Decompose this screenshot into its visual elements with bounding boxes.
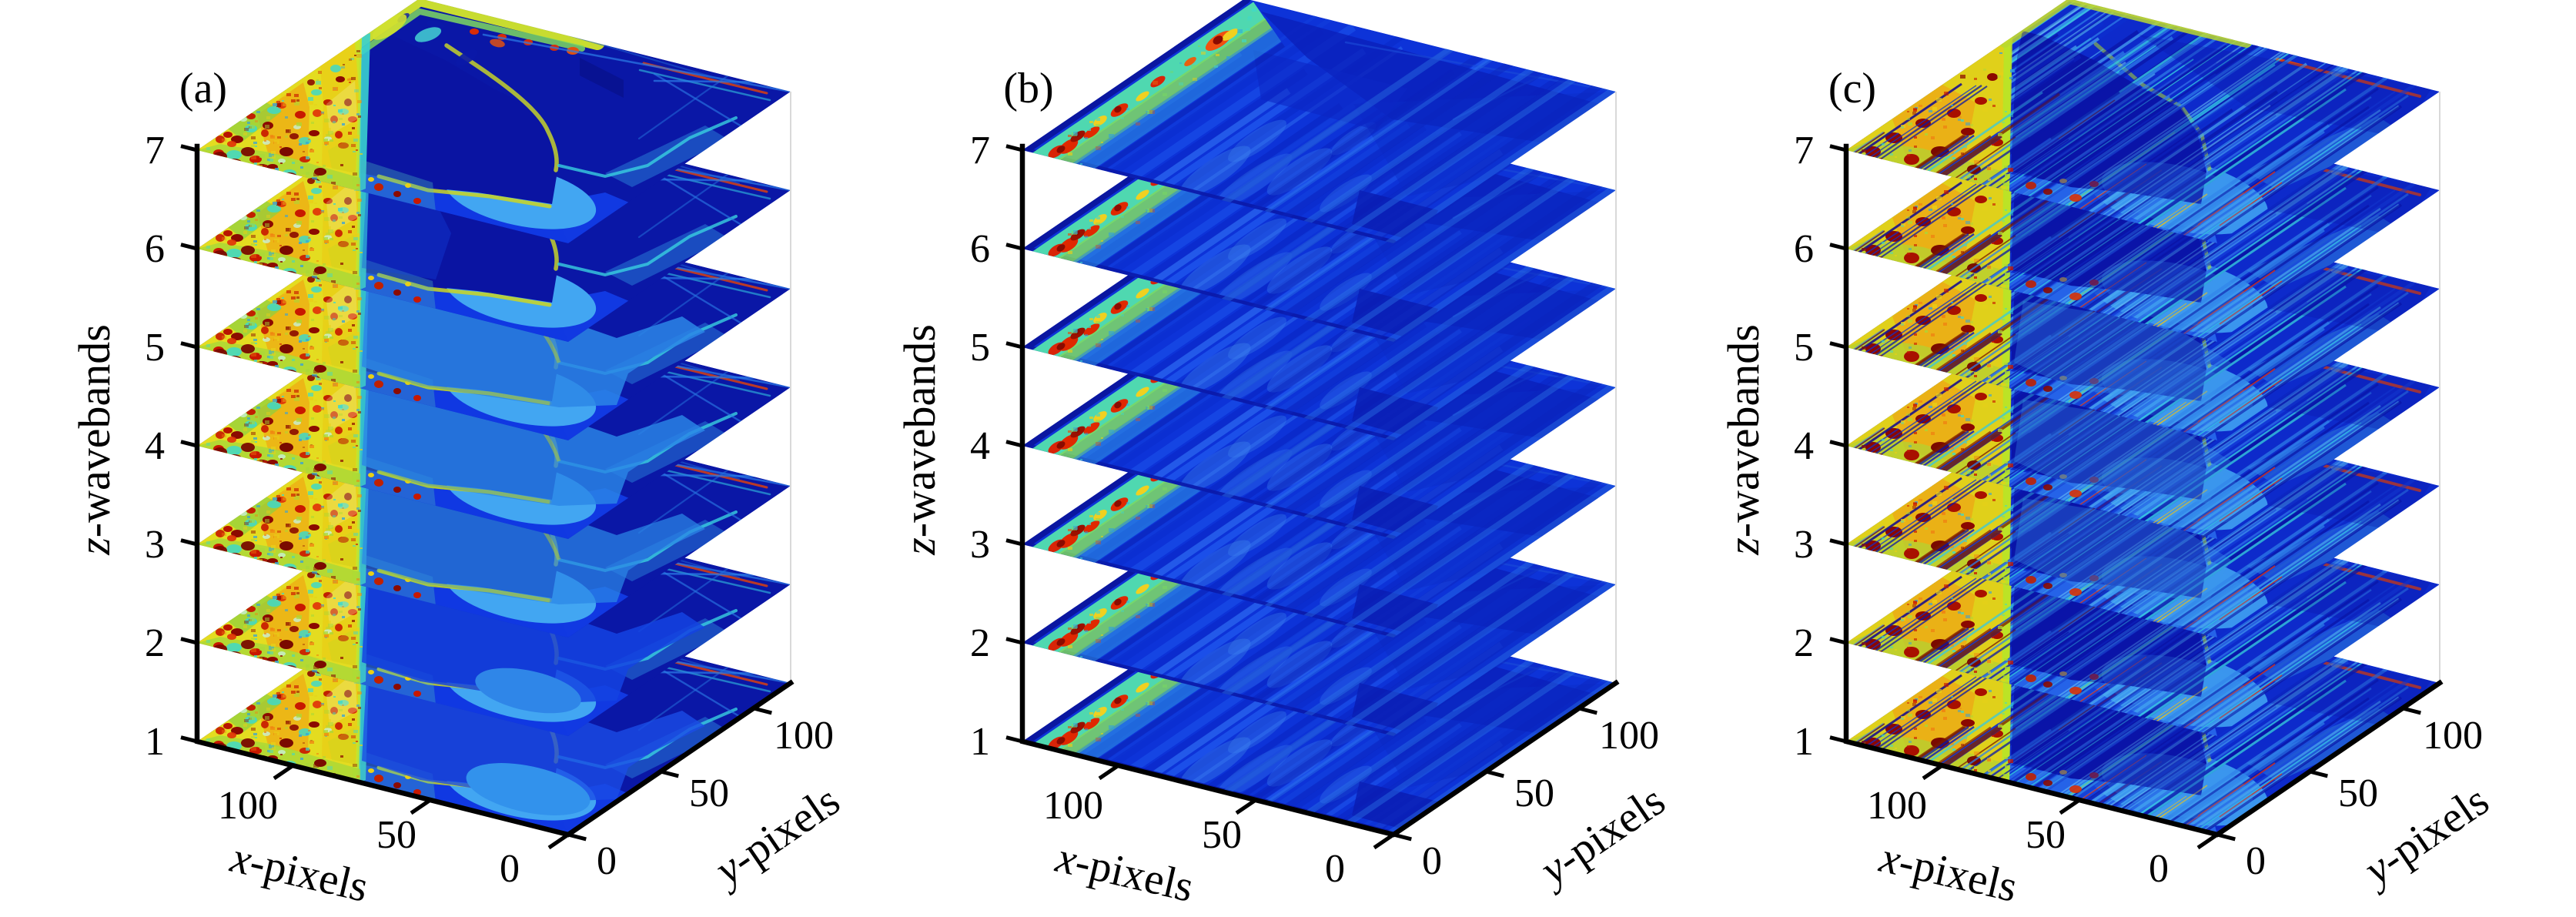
svg-text:z-wavebands: z-wavebands	[1718, 324, 1768, 556]
svg-text:4: 4	[970, 424, 990, 468]
svg-text:(b): (b)	[1003, 65, 1053, 112]
svg-text:5: 5	[1794, 326, 1814, 370]
svg-text:5: 5	[970, 326, 990, 370]
svg-text:4: 4	[145, 424, 165, 468]
svg-text:100: 100	[2423, 714, 2483, 758]
svg-text:0: 0	[500, 847, 520, 891]
svg-text:7: 7	[145, 129, 165, 172]
svg-text:0: 0	[2149, 847, 2169, 891]
svg-text:z-wavebands: z-wavebands	[895, 324, 945, 556]
svg-text:50: 50	[689, 771, 729, 815]
svg-text:x-pixels: x-pixels	[226, 833, 373, 912]
svg-text:1: 1	[1794, 720, 1814, 764]
svg-text:6: 6	[970, 227, 990, 271]
svg-text:z-wavebands: z-wavebands	[69, 324, 119, 556]
svg-text:4: 4	[1794, 424, 1814, 468]
svg-text:1: 1	[970, 720, 990, 764]
svg-text:5: 5	[145, 326, 165, 370]
svg-text:100: 100	[218, 784, 278, 828]
svg-text:50: 50	[1202, 813, 1242, 857]
svg-text:3: 3	[145, 523, 165, 567]
svg-text:100: 100	[774, 714, 834, 758]
svg-text:0: 0	[597, 839, 617, 883]
svg-text:50: 50	[2026, 813, 2066, 857]
svg-text:50: 50	[376, 813, 417, 857]
svg-text:100: 100	[1599, 714, 1659, 758]
svg-text:6: 6	[1794, 227, 1814, 271]
svg-text:0: 0	[1325, 847, 1345, 891]
svg-text:6: 6	[145, 227, 165, 271]
svg-text:0: 0	[2246, 839, 2266, 883]
svg-text:2: 2	[145, 621, 165, 665]
svg-text:3: 3	[1794, 523, 1814, 567]
svg-text:2: 2	[970, 621, 990, 665]
svg-text:50: 50	[2338, 771, 2378, 815]
svg-text:(a): (a)	[179, 65, 227, 112]
svg-text:7: 7	[1794, 129, 1814, 172]
svg-text:1: 1	[145, 720, 165, 764]
svg-text:7: 7	[970, 129, 990, 172]
svg-text:100: 100	[1867, 784, 1927, 828]
svg-text:x-pixels: x-pixels	[1051, 833, 1198, 912]
svg-text:50: 50	[1514, 771, 1554, 815]
svg-text:100: 100	[1043, 784, 1103, 828]
svg-text:3: 3	[970, 523, 990, 567]
svg-text:0: 0	[1422, 839, 1442, 883]
svg-text:(c): (c)	[1828, 65, 1876, 112]
svg-text:2: 2	[1794, 621, 1814, 665]
svg-text:x-pixels: x-pixels	[1875, 833, 2022, 912]
